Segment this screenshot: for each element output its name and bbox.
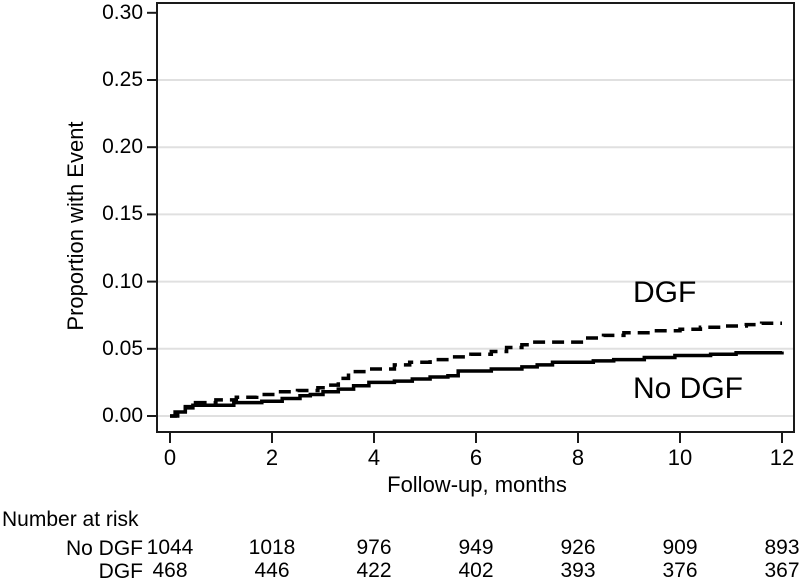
risk-count-dgf: 446: [254, 559, 290, 580]
risk-count-no-dgf: 1044: [146, 536, 194, 559]
risk-count-no-dgf: 1018: [248, 536, 296, 559]
risk-count-dgf: 402: [458, 559, 494, 580]
risk-count-dgf: 422: [356, 559, 392, 580]
risk-count-dgf: 367: [764, 559, 800, 580]
risk-row-label-dgf: DGF: [98, 560, 143, 580]
risk-count-no-dgf: 949: [458, 536, 494, 559]
risk-count-no-dgf: 893: [764, 536, 800, 559]
plot-frame: [156, 2, 795, 433]
risk-count-dgf: 468: [152, 559, 188, 580]
gridlines: [158, 79, 793, 417]
x-tick-label: 0: [163, 445, 177, 470]
y-tick-label: 0.05: [102, 336, 143, 360]
y-tick-label: 0.20: [102, 135, 143, 159]
y-tick-label: 0.00: [102, 404, 143, 427]
y-tick-label: 0.25: [102, 68, 143, 91]
risk-table-title: Number at risk: [2, 508, 139, 531]
y-tick-label: 0.30: [102, 0, 143, 24]
axis-ticks: [147, 11, 783, 443]
risk-count-no-dgf: 926: [560, 536, 596, 559]
x-tick-label: 10: [667, 445, 693, 470]
x-axis-title: Follow-up, months: [387, 472, 567, 497]
curves: [170, 321, 784, 418]
y-tick-label: 0.15: [102, 202, 143, 226]
curve-label-no-dgf: No DGF: [633, 372, 744, 405]
curve-dgf: [170, 321, 782, 418]
risk-count-no-dgf: 909: [662, 536, 698, 559]
curve-label-dgf: DGF: [633, 276, 697, 309]
risk-count-dgf: 393: [560, 559, 596, 580]
risk-count-no-dgf: 976: [356, 536, 392, 559]
risk-count-dgf: 376: [662, 559, 698, 580]
risk-row-label-no-dgf: No DGF: [65, 537, 143, 560]
y-tick-label: 0.10: [102, 269, 143, 293]
x-tick-label: 8: [571, 445, 585, 470]
x-tick-label: 2: [265, 445, 279, 470]
x-tick-label: 6: [469, 445, 483, 470]
x-tick-label: 12: [769, 445, 795, 470]
x-tick-label: 4: [367, 445, 381, 470]
curve-no-dgf: [170, 351, 784, 418]
